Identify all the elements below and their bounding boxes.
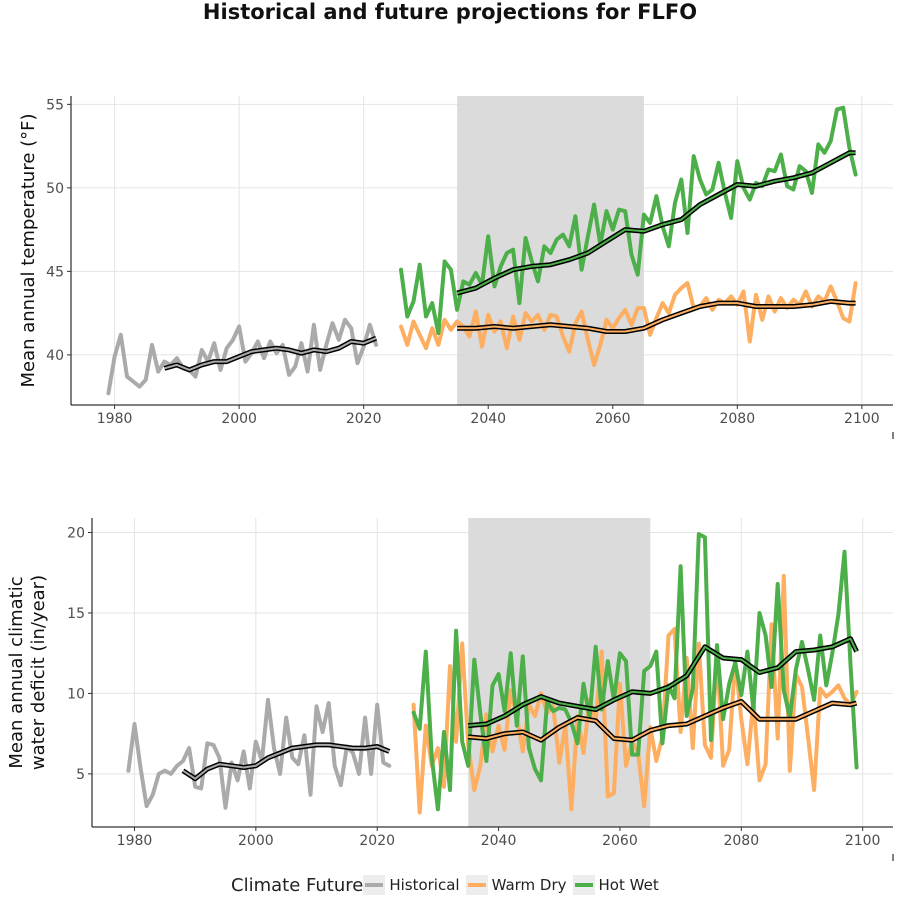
smoothed-line-hot-wet bbox=[468, 637, 858, 727]
reference-period-band bbox=[468, 518, 651, 827]
water-deficit-panel: 1980 2000 2020 2040 2060 2080 2100 5 10 15 20 Mean … bbox=[6, 518, 894, 861]
x-tick-label: 2000 bbox=[238, 833, 274, 849]
x-tick-label: 2100 bbox=[844, 411, 880, 427]
y-tick-label: 55 bbox=[46, 97, 64, 113]
series-line-hot-wet bbox=[411, 532, 859, 812]
y-tick-label: 40 bbox=[46, 348, 64, 364]
legend-item-hot-wet: Hot Wet bbox=[572, 875, 665, 895]
x-tick-label: 2020 bbox=[359, 833, 395, 849]
legend-swatch-warm-dry bbox=[465, 875, 488, 895]
y-tick-label: 15 bbox=[67, 606, 85, 622]
temperature-panel: 1980 2000 2020 2040 2060 2080 2100 40 45 50 55 Mean… bbox=[18, 96, 894, 439]
legend-swatch-historical bbox=[363, 875, 386, 895]
x-tick-label: 2020 bbox=[346, 411, 382, 427]
x-tick-label: 1980 bbox=[117, 833, 153, 849]
x-tick-label: 2000 bbox=[221, 411, 257, 427]
x-tick-label: 2040 bbox=[481, 833, 517, 849]
x-tick-label: 2040 bbox=[470, 411, 506, 427]
y-tick-label: 45 bbox=[46, 264, 64, 280]
x-tick-label: 1980 bbox=[97, 411, 133, 427]
series-line-historical bbox=[126, 697, 392, 810]
x-tick-label: 2060 bbox=[602, 833, 638, 849]
y-tick-label: 10 bbox=[67, 686, 85, 702]
legend-swatch-hot-wet bbox=[572, 875, 595, 895]
series-line-historical bbox=[106, 317, 379, 396]
legend-item-warm-dry: Warm Dry bbox=[465, 875, 573, 895]
x-tick-label: 2080 bbox=[719, 411, 755, 427]
smoothed-line-historical bbox=[182, 743, 390, 780]
series-line-warm-dry bbox=[399, 281, 858, 367]
x-tick-label: 2100 bbox=[845, 833, 881, 849]
y-axis-title: Mean annual climaticwater deficit (in/ye… bbox=[6, 575, 49, 770]
legend: Climate Future Historical Warm Dry Hot W… bbox=[231, 873, 665, 897]
y-axis-title-line: water deficit (in/year) bbox=[28, 575, 49, 770]
series-line-hot-wet bbox=[399, 105, 858, 336]
smoothed-line-warm-dry bbox=[468, 700, 857, 742]
legend-label-historical: Historical bbox=[389, 876, 460, 894]
smoothed-line-hot-wet bbox=[456, 151, 856, 295]
legend-title: Climate Future bbox=[231, 874, 364, 896]
legend-label-warm-dry: Warm Dry bbox=[491, 876, 567, 894]
y-axis-title: Mean annual temperature (°F) bbox=[18, 113, 39, 387]
x-tick-label: 2080 bbox=[723, 833, 759, 849]
smoothed-line-warm-dry bbox=[457, 300, 856, 333]
y-axis-title-line: Mean annual climatic bbox=[6, 576, 27, 768]
legend-label-hot-wet: Hot Wet bbox=[598, 876, 659, 894]
smoothed-line-historical bbox=[164, 337, 377, 371]
series-line-warm-dry bbox=[411, 573, 859, 815]
y-tick-label: 50 bbox=[46, 181, 64, 197]
x-tick-label: 2060 bbox=[595, 411, 631, 427]
figure-title: Historical and future projections for FL… bbox=[202, 0, 698, 24]
y-tick-label: 20 bbox=[67, 525, 85, 541]
legend-item-historical: Historical bbox=[363, 875, 465, 895]
y-tick-label: 5 bbox=[76, 767, 85, 783]
